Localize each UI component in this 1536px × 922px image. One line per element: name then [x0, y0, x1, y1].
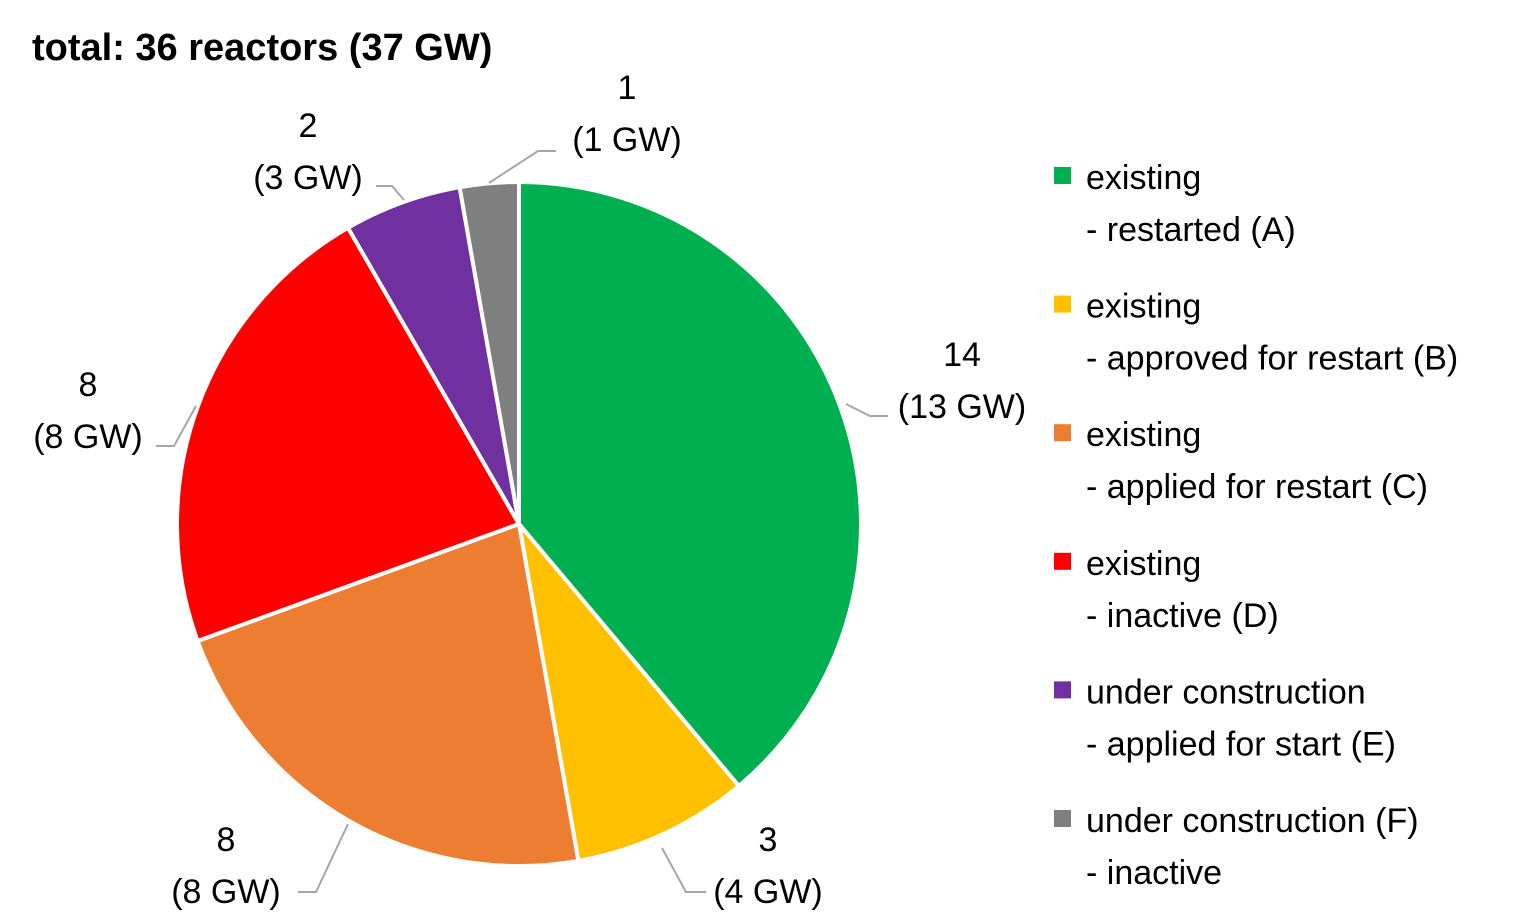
leader-line-c: [298, 823, 349, 893]
legend-swatch-b: [1054, 295, 1071, 313]
data-label-gw-b: (4 GW): [713, 873, 823, 911]
pie-slice-c: [195, 522, 581, 868]
data-label-gw-a: (13 GW): [898, 388, 1026, 426]
leader-line-d: [156, 405, 197, 447]
pie-slice-a: [517, 180, 863, 788]
data-labels: 14 (13 GW) 3 (4 GW) 8 (8 GW) 8 (8 GW) 2 (3 GW) 1 (1…: [33, 69, 1026, 911]
legend-label-c-line2: - applied for restart (C): [1086, 468, 1428, 506]
data-label-count-b: 3: [759, 821, 778, 859]
data-label-count-e: 2: [299, 107, 318, 145]
legend-label-e-line1: under construction: [1086, 673, 1366, 711]
pie-slice-f: [457, 180, 521, 526]
leader-line-e: [376, 185, 405, 201]
legend-swatch-d: [1054, 552, 1071, 570]
legend-swatch-a: [1054, 167, 1071, 184]
leader-line-f: [488, 150, 556, 184]
leader-lines: [156, 150, 888, 893]
data-label-count-a: 14: [943, 336, 981, 374]
legend: existing - restarted (A) existing - approve…: [1054, 159, 1458, 892]
legend-label-a-line2: - restarted (A): [1086, 211, 1296, 249]
data-label-count-d: 8: [79, 366, 98, 404]
pie-slice-b: [517, 522, 741, 863]
legend-label-d-line2: - inactive (D): [1086, 597, 1279, 635]
legend-swatch-c: [1054, 424, 1071, 442]
legend-swatch-f: [1054, 810, 1071, 827]
chart-title: total: 36 reactors (37 GW): [32, 27, 492, 69]
data-label-count-f: 1: [618, 69, 637, 107]
data-label-count-c: 8: [217, 821, 236, 859]
legend-label-b-line1: existing: [1086, 288, 1201, 326]
legend-label-a-line1: existing: [1086, 159, 1201, 197]
legend-label-c-line1: existing: [1086, 416, 1201, 454]
legend-label-e-line2: - applied for start (E): [1086, 725, 1396, 763]
leader-line-b: [661, 847, 706, 893]
legend-swatch-e: [1054, 681, 1071, 699]
leader-line-a: [845, 403, 888, 417]
legend-label-b-line2: - approved for restart (B): [1086, 340, 1458, 378]
legend-label-f-line2: - inactive: [1086, 854, 1222, 892]
data-label-gw-e: (3 GW): [253, 159, 363, 197]
legend-label-d-line1: existing: [1086, 545, 1201, 583]
pie-slice-d: [175, 225, 521, 643]
pie-slices: [175, 180, 863, 868]
data-label-gw-f: (1 GW): [572, 121, 682, 159]
data-label-gw-c: (8 GW): [171, 873, 281, 911]
data-label-gw-d: (8 GW): [33, 418, 143, 456]
legend-label-f-line1: under construction (F): [1086, 802, 1419, 840]
